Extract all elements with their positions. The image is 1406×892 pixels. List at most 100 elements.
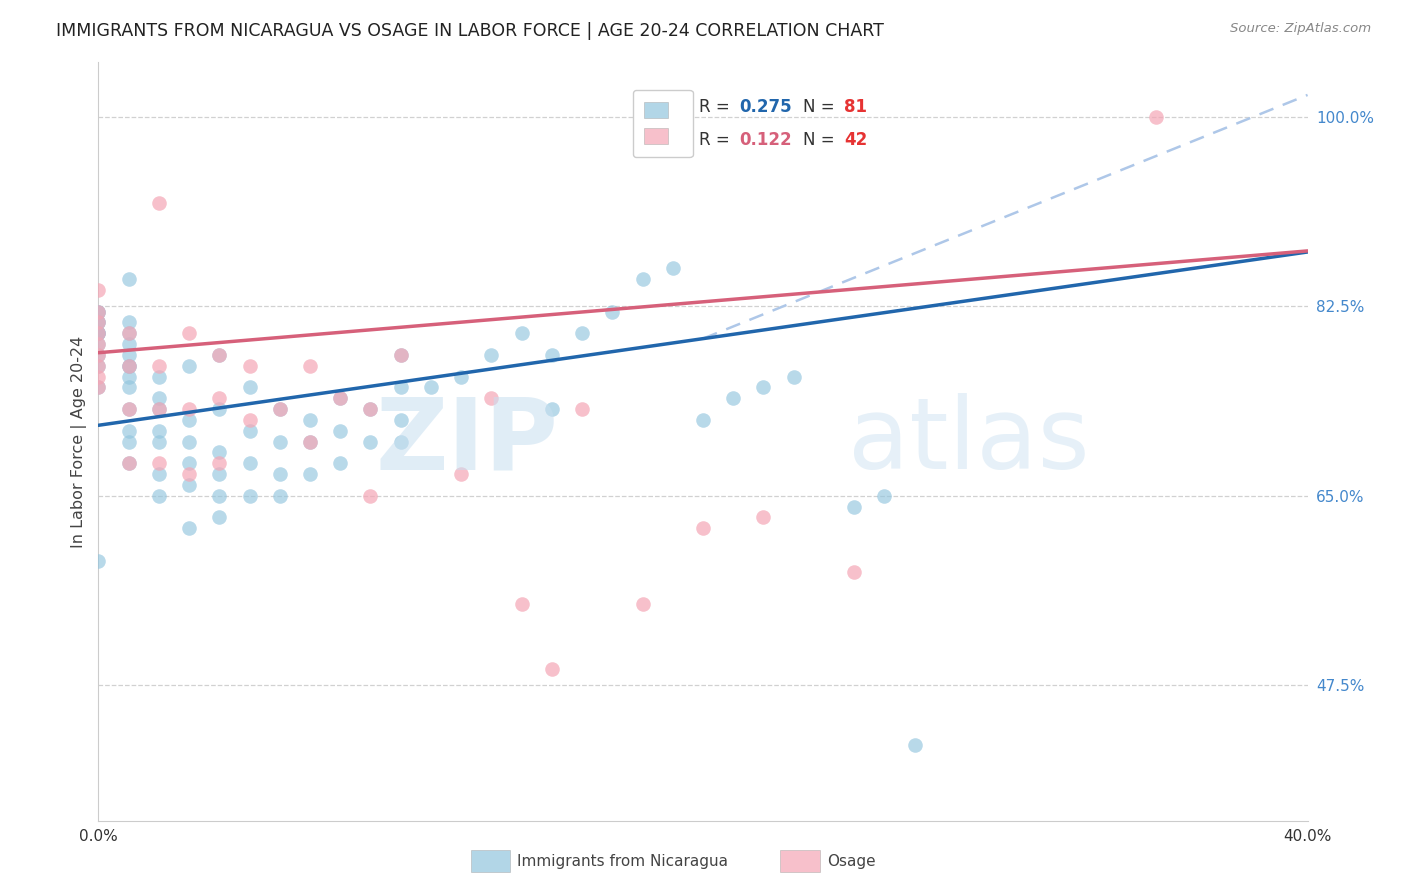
Point xyxy=(118,272,141,286)
Point xyxy=(179,326,201,341)
Point xyxy=(208,348,231,362)
Point xyxy=(179,478,201,492)
Point xyxy=(239,359,262,373)
Point xyxy=(118,359,141,373)
Point xyxy=(87,315,110,329)
Point xyxy=(87,283,110,297)
Point xyxy=(481,348,503,362)
Point xyxy=(179,413,201,427)
Point xyxy=(481,391,503,405)
Point xyxy=(118,337,141,351)
Point xyxy=(87,326,110,341)
Point xyxy=(360,489,382,503)
Point xyxy=(844,565,866,579)
Point xyxy=(299,413,322,427)
Point xyxy=(661,261,683,276)
Text: 42: 42 xyxy=(845,130,868,149)
Point xyxy=(208,348,231,362)
Point xyxy=(148,369,170,384)
Text: IMMIGRANTS FROM NICARAGUA VS OSAGE IN LABOR FORCE | AGE 20-24 CORRELATION CHART: IMMIGRANTS FROM NICARAGUA VS OSAGE IN LA… xyxy=(56,22,884,40)
Point xyxy=(87,359,110,373)
Point xyxy=(179,521,201,535)
Point xyxy=(360,402,382,417)
Point xyxy=(239,380,262,394)
Text: ZIP: ZIP xyxy=(375,393,558,490)
Point xyxy=(118,326,141,341)
Point xyxy=(179,456,201,470)
Point xyxy=(420,380,443,394)
Text: 0.275: 0.275 xyxy=(740,98,792,116)
Point xyxy=(87,315,110,329)
Point xyxy=(148,424,170,438)
Point xyxy=(87,326,110,341)
Point xyxy=(148,434,170,449)
Legend: , : , xyxy=(633,90,693,157)
Point xyxy=(299,434,322,449)
Point xyxy=(904,738,927,752)
Point xyxy=(329,391,352,405)
Point xyxy=(239,489,262,503)
Point xyxy=(208,445,231,459)
Point xyxy=(269,489,291,503)
Point xyxy=(179,402,201,417)
Point xyxy=(692,413,714,427)
Point xyxy=(148,456,170,470)
Point xyxy=(692,521,714,535)
Point xyxy=(87,337,110,351)
Point xyxy=(540,662,562,676)
Point xyxy=(87,304,110,318)
Point xyxy=(329,424,352,438)
Point xyxy=(118,359,141,373)
Point xyxy=(87,326,110,341)
Point xyxy=(148,359,170,373)
Point xyxy=(148,467,170,481)
Point xyxy=(208,510,231,524)
Point xyxy=(148,402,170,417)
Point xyxy=(389,380,412,394)
Point xyxy=(118,456,141,470)
Point xyxy=(299,467,322,481)
Point xyxy=(208,467,231,481)
Point xyxy=(450,467,472,481)
Text: Source: ZipAtlas.com: Source: ZipAtlas.com xyxy=(1230,22,1371,36)
Point xyxy=(360,434,382,449)
Point xyxy=(602,304,624,318)
Point xyxy=(87,554,110,568)
Point xyxy=(389,348,412,362)
Point xyxy=(118,326,141,341)
Point xyxy=(118,424,141,438)
Point xyxy=(118,380,141,394)
Text: Osage: Osage xyxy=(827,855,876,869)
Point xyxy=(873,489,896,503)
Point xyxy=(450,369,472,384)
Point xyxy=(87,304,110,318)
Point xyxy=(118,456,141,470)
Point xyxy=(87,369,110,384)
Point xyxy=(118,315,141,329)
Point xyxy=(87,359,110,373)
Point xyxy=(631,597,654,611)
Point xyxy=(510,326,533,341)
Point xyxy=(510,597,533,611)
Text: N =: N = xyxy=(803,130,841,149)
Point xyxy=(239,424,262,438)
Point xyxy=(87,380,110,394)
Point xyxy=(148,402,170,417)
Point xyxy=(87,348,110,362)
Point xyxy=(329,456,352,470)
Point xyxy=(360,402,382,417)
Point xyxy=(118,348,141,362)
Point xyxy=(269,467,291,481)
Point xyxy=(87,380,110,394)
Point xyxy=(179,359,201,373)
Point xyxy=(389,434,412,449)
Point xyxy=(631,272,654,286)
Point xyxy=(118,359,141,373)
Point xyxy=(752,510,775,524)
Point xyxy=(389,413,412,427)
Text: R =: R = xyxy=(699,98,735,116)
Point xyxy=(752,380,775,394)
Point xyxy=(389,348,412,362)
Point xyxy=(208,391,231,405)
Point xyxy=(148,196,170,211)
